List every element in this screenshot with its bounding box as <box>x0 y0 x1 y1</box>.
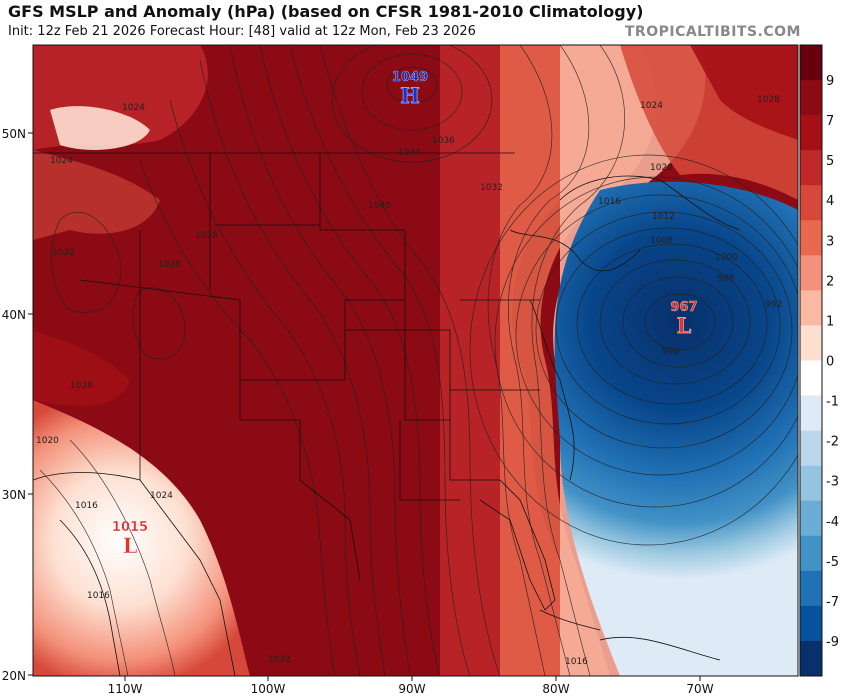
lon-tick-label: 100W <box>251 682 286 696</box>
isobar-label: 1024 <box>150 491 173 501</box>
colorbar-label: -2 <box>826 435 839 450</box>
colorbar-label: -9 <box>826 635 839 650</box>
colorbar-segment <box>800 465 822 502</box>
colorbar-label: 2 <box>826 274 834 289</box>
lon-tick-label: 70W <box>686 682 713 696</box>
negative-anomaly-field <box>554 181 798 676</box>
isobar-label: 1008 <box>650 236 673 246</box>
isobar-label: 1016 <box>598 197 621 207</box>
map-field: 1024 1024 1032 1028 1028 1028 1020 1016 … <box>33 45 798 676</box>
isobar-label: 1012 <box>652 212 675 222</box>
lon-tick-label: 110W <box>108 682 143 696</box>
colorbar-segment <box>800 535 822 572</box>
lon-tick-label: 90W <box>398 682 425 696</box>
borders <box>33 152 741 676</box>
isobar-label: 1032 <box>480 183 503 193</box>
isobar-label: 1016 <box>565 657 588 667</box>
colorbar-segment <box>800 430 822 467</box>
colorbar-segment <box>800 325 822 361</box>
colorbar-label: 7 <box>826 114 834 129</box>
isobar-label: 1028 <box>158 260 181 270</box>
map-frame <box>32 44 799 677</box>
chart-title: GFS MSLP and Anomaly (hPa) (based on CFS… <box>8 2 644 21</box>
colorbar-label: -4 <box>826 515 839 530</box>
lat-tick-label: 30N <box>2 488 26 502</box>
colorbar-segment <box>800 150 822 186</box>
isobars <box>39 45 798 676</box>
colorbar: 9 7 5 4 3 2 1 0 -1 -2 -3 -4 -5 -7 -9 <box>799 44 839 677</box>
colorbar-label: 0 <box>826 355 834 370</box>
low-pressure-value: 1015 <box>112 520 148 535</box>
colorbar-segment <box>800 500 822 537</box>
baja-anomaly <box>33 400 250 676</box>
colorbar-segment <box>800 290 822 326</box>
colorbar-label: 5 <box>826 154 834 169</box>
colorbar-segment <box>800 115 822 151</box>
isobar-label: 1028 <box>757 95 780 105</box>
colorbar-segment <box>800 360 822 397</box>
isobar-label: 1016 <box>87 591 110 601</box>
low-pressure-center-atlantic: 967 L <box>670 300 697 338</box>
colorbar-segment <box>800 45 822 81</box>
low-pressure-letter: L <box>677 313 692 338</box>
isobar-label: 1016 <box>75 501 98 511</box>
forecast-info: Init: 12z Feb 21 2026 Forecast Hour: [48… <box>8 24 476 39</box>
isobar-label: 1032 <box>52 248 75 258</box>
colorbar-segment <box>800 605 822 642</box>
colorbar-label: 1 <box>826 314 834 329</box>
colorbar-label: 4 <box>826 194 834 209</box>
latitude-axis: 50N 40N 30N 20N <box>2 127 33 683</box>
colorbar-segment <box>800 220 822 256</box>
brand-watermark: TROPICALTIBITS.COM <box>624 24 801 40</box>
low-pressure-center-baja: 1015 L <box>112 520 148 558</box>
isobar-label: 1024 <box>122 103 145 113</box>
colorbar-segment <box>800 185 822 221</box>
colorbar-label: -3 <box>826 475 839 490</box>
isobar-label: 1028 <box>70 381 93 391</box>
longitude-axis: 110W 100W 90W 80W 70W <box>108 676 714 696</box>
colorbar-frame <box>799 44 823 677</box>
high-pressure-letter: H <box>400 83 420 108</box>
high-pressure-center: 1049 H <box>392 70 428 108</box>
isobar-label: 1036 <box>432 136 455 146</box>
lat-tick-label: 40N <box>2 308 26 322</box>
isobar-label: 1000 <box>715 253 738 263</box>
isobar-label: 1040 <box>368 201 391 211</box>
colorbar-segment <box>800 80 822 116</box>
low-pressure-letter: L <box>123 533 138 558</box>
colorbar-label: -5 <box>826 555 839 570</box>
colorbar-segment <box>800 255 822 291</box>
lat-tick-label: 20N <box>2 669 26 683</box>
colorbar-label: -7 <box>826 595 839 610</box>
isobar-label: 1020 <box>650 163 673 173</box>
isobar-label: 1044 <box>398 148 421 158</box>
isobar-label: 996 <box>662 347 679 357</box>
isobar-label: 1024 <box>50 156 73 166</box>
isobar-label: 1032 <box>268 655 291 665</box>
colorbar-label: -1 <box>826 395 839 410</box>
lon-tick-label: 80W <box>542 682 569 696</box>
lat-tick-label: 50N <box>2 127 26 141</box>
isobar-label: 988 <box>717 274 734 284</box>
colorbar-label: 3 <box>826 234 834 249</box>
isobar-label: 992 <box>765 300 782 310</box>
low-pressure-value: 967 <box>670 300 697 315</box>
colorbar-segment <box>800 395 822 432</box>
isobar-label: 1020 <box>36 436 59 446</box>
colorbar-label: 9 <box>826 74 834 89</box>
colorbar-segment <box>800 570 822 607</box>
colorbar-segment <box>800 640 822 677</box>
high-pressure-value: 1049 <box>392 70 428 85</box>
isobar-labels: 1024 1024 1032 1028 1028 1028 1020 1016 … <box>36 95 782 667</box>
isobar-label: 1028 <box>195 231 218 241</box>
isobar-label: 1024 <box>640 101 663 111</box>
